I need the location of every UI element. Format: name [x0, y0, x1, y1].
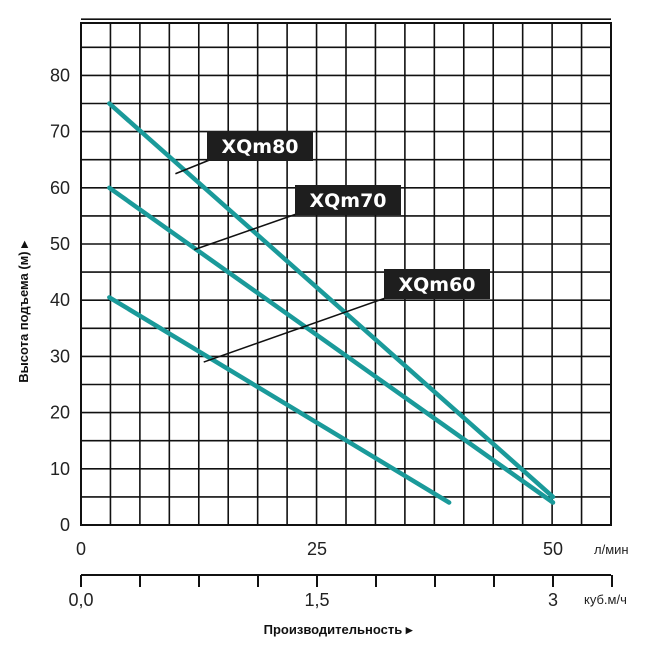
series-line-xqm60	[107, 295, 452, 505]
series-line-xqm70	[107, 185, 556, 505]
callout-label: XQm80	[221, 136, 298, 158]
callout-leader	[194, 210, 306, 251]
y-tick-label: 50	[50, 234, 70, 254]
callout-leader	[203, 294, 395, 363]
y-axis-ticks: 0 10 20 30 40 50 60 70 80	[50, 65, 70, 535]
x-axis-secondary-unit: куб.м/ч	[584, 592, 627, 607]
callout-box	[384, 269, 490, 299]
x2-tick-label: 3	[548, 590, 558, 610]
y-tick-label: 40	[50, 290, 70, 310]
x2-tick-label: 0,0	[68, 590, 93, 610]
x-tick-label: 25	[307, 539, 327, 559]
y-tick-label: 20	[50, 403, 70, 423]
y-tick-label: 0	[60, 515, 70, 535]
x-axis-secondary: 0,0 1,5 3	[68, 574, 613, 610]
callout-label: XQm70	[309, 190, 386, 212]
callout-label: XQm60	[398, 274, 475, 296]
series-callouts: XQm80 XQm70 XQm60	[175, 131, 490, 363]
y-tick-label: 60	[50, 178, 70, 198]
callout-box	[207, 131, 313, 161]
x-tick-label: 50	[543, 539, 563, 559]
y-tick-label: 80	[50, 65, 70, 85]
callout-box	[295, 185, 401, 215]
x-axis-primary-ticks: 0 25 50	[76, 539, 563, 559]
x-tick-label: 0	[76, 539, 86, 559]
y-axis-title: Высота подъема (м) ▸	[16, 240, 31, 383]
x-axis-primary-unit: л/мин	[594, 542, 629, 557]
plot-frame	[80, 22, 612, 526]
y-tick-label: 30	[50, 346, 70, 366]
chart-grid	[80, 18, 612, 526]
series-lines	[107, 101, 556, 505]
x-axis-title: Производительность ▸	[264, 622, 414, 637]
y-tick-label: 10	[50, 459, 70, 479]
series-line-xqm80	[107, 101, 556, 500]
x2-tick-label: 1,5	[304, 590, 329, 610]
y-tick-label: 70	[50, 122, 70, 142]
